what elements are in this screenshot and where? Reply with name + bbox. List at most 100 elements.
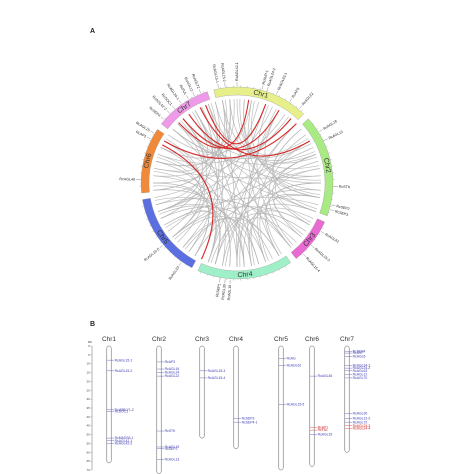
circos-gene-label: RcAGL15-3 [314, 247, 331, 262]
circos-gene-label: RcAGL15-2 [220, 63, 226, 82]
linear-gene-label: RcSEP2 [165, 447, 178, 451]
scale-tick-label: 50 [86, 433, 90, 437]
ring-tick [278, 95, 280, 97]
gene-marker [171, 105, 175, 109]
linear-chr-name: Chr3 [195, 336, 209, 343]
ring-tick [284, 98, 286, 100]
circos-gene-label: RcAGL22 [301, 92, 314, 107]
linear-gene-label: RcSEP3 [242, 417, 255, 421]
linear-chromosome-bar [278, 345, 284, 471]
scale-tick-label: 35 [86, 406, 90, 410]
circos-gene-label: RcAGL18 [227, 285, 232, 301]
linear-gene-label: RcAGL15-2 [115, 369, 133, 373]
synteny-link [172, 128, 260, 265]
synteny-link [155, 160, 217, 263]
synteny-link [172, 168, 320, 238]
synteny-link [222, 100, 238, 268]
ring-tick [284, 266, 286, 268]
synteny-link [199, 107, 311, 157]
linear-gene-label: RcAGL24-1 [353, 364, 371, 368]
ring-tick [185, 264, 187, 266]
synteny-link [264, 110, 321, 196]
ring-tick [146, 146, 149, 148]
linear-gene-label: RcSEP4-1 [242, 420, 258, 424]
gene-marker [276, 90, 279, 95]
linear-chromosome-map: Mb0 5 10 15 20 25 30 35 40 45 50 55 60 65 70 Chr1 RcAGL1… [86, 336, 370, 474]
circos-gene-label: RcAGL20 [168, 266, 180, 281]
linear-chromosome-bar [344, 345, 350, 453]
linear-gene-label: RcAGL15-1 [115, 358, 133, 362]
ring-tick [174, 256, 176, 258]
chromosome-arc-chr7 [161, 91, 210, 130]
chromosome-arc-chr3 [290, 218, 325, 259]
ring-tick [305, 249, 308, 251]
circos-gene-label: RcAGL46 [119, 177, 135, 182]
circos-gene-label: RcAGL63-1 [277, 72, 288, 91]
linear-gene-label: RcAGL16 [165, 367, 180, 371]
circos-gene-label: RcAGL72 [191, 73, 201, 89]
linear-chromosome-bar [233, 345, 239, 449]
synteny-link [172, 128, 309, 159]
linear-gene-label: RcAGL42-1 [115, 439, 133, 443]
circos-gene-label: RcAGL30 [221, 284, 227, 300]
linear-gene-label: RcAGL12-2 [353, 417, 371, 421]
linear-chromosome-bar [199, 345, 205, 439]
synteny-link [272, 128, 317, 210]
ring-tick [152, 134, 154, 136]
gene-marker [160, 116, 164, 120]
ring-tick [149, 224, 151, 226]
linear-gene-label: RcAP1 [318, 426, 329, 430]
scale-tick-label: 30 [86, 397, 90, 401]
circos-gene-label: RcAGL15-4 [305, 256, 321, 272]
ring-tick [290, 102, 292, 104]
synteny-link [177, 123, 322, 184]
ring-tick [179, 260, 181, 263]
synteny-link [164, 140, 205, 243]
synteny-link [194, 110, 245, 267]
linear-gene-label: RcAGL15-3 [208, 369, 226, 373]
linear-chr-name: Chr7 [340, 336, 354, 343]
gene-marker [146, 137, 151, 140]
gene-marker [150, 130, 154, 134]
synteny-link [265, 182, 322, 255]
synteny-link [222, 160, 319, 266]
ring-tick [325, 146, 328, 148]
gene-marker [217, 83, 219, 88]
linear-gene-label: RcAGL24-2 [353, 366, 371, 370]
circos-gene-label: RcSEP2 [336, 204, 350, 211]
synteny-link [153, 99, 231, 177]
ring-tick [152, 230, 154, 232]
linear-chr-name: Chr6 [305, 336, 319, 343]
gene-marker [261, 85, 264, 90]
synteny-link [163, 123, 297, 159]
gene-marker [331, 204, 336, 206]
synteny-link [154, 197, 245, 267]
circos-chr-label: Chr2 [322, 157, 332, 173]
synteny-link [153, 175, 273, 260]
ring-tick [312, 122, 315, 125]
synteny-link [174, 215, 260, 265]
red-synteny-links [161, 99, 311, 260]
ring-tick [191, 96, 193, 99]
synteny-link [210, 203, 317, 263]
linear-gene-label: RcAGL24-3 [353, 424, 371, 428]
synteny-link [224, 153, 317, 267]
circos-gene-label: RcAGL16 [323, 119, 338, 131]
gene-marker [199, 89, 201, 94]
gene-marker [289, 98, 293, 102]
synteny-link [157, 156, 202, 238]
ring-tick [272, 92, 274, 95]
panel-a-label: A [90, 28, 95, 35]
circos-chr-label: Chr1 [252, 89, 269, 100]
synteny-link [153, 185, 221, 265]
synteny-link [153, 189, 238, 268]
linear-chromosome-bar [309, 345, 315, 467]
synteny-link [236, 217, 297, 268]
synteny-link [250, 210, 310, 266]
synteny-link [207, 103, 267, 263]
ring-tick [318, 233, 320, 235]
linear-gene-label: RcAGL70 [353, 376, 368, 380]
circos-chr-label: Chr6 [143, 153, 153, 170]
scale-tick-label: 15 [86, 371, 90, 375]
linear-gene-label: RcSEP4 [353, 349, 366, 353]
